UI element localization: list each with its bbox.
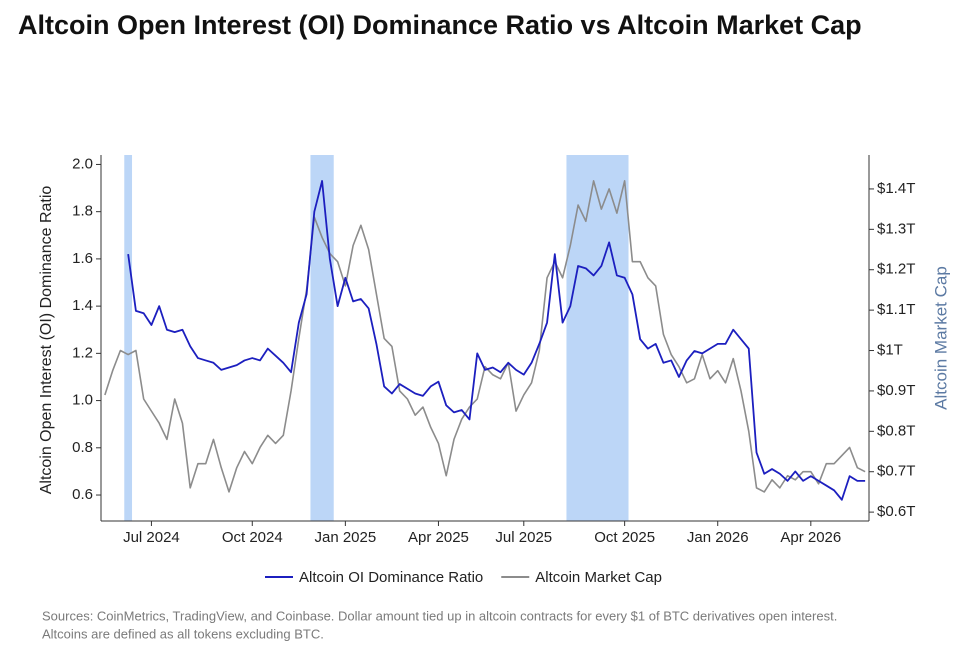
- y2-tick-label: $0.6T: [877, 503, 915, 520]
- highlight-band: [566, 155, 629, 521]
- y-tick-label: 1.0: [72, 392, 93, 409]
- series-line: [127, 180, 866, 501]
- y2-tick-label: $1.3T: [877, 220, 915, 237]
- x-tick-label: Jul 2025: [495, 529, 552, 546]
- series-line: [104, 180, 866, 493]
- y-tick-label: 0.6: [72, 486, 93, 503]
- y-tick-label: 1.8: [72, 203, 93, 220]
- y-tick-label: 2.0: [72, 155, 93, 172]
- chart-title: Altcoin Open Interest (OI) Dominance Rat…: [18, 10, 862, 40]
- legend-label: Altcoin OI Dominance Ratio: [299, 569, 483, 586]
- y-tick-label: 1.4: [72, 297, 93, 314]
- x-tick-label: Jan 2026: [687, 529, 749, 546]
- y2-tick-label: $1.2T: [877, 261, 915, 278]
- y2-tick-label: $0.8T: [877, 422, 915, 439]
- x-tick-label: Apr 2025: [408, 529, 469, 546]
- x-tick-label: Apr 2026: [780, 529, 841, 546]
- y-axis-title: Altcoin Open Interest (OI) Dominance Rat…: [38, 186, 55, 495]
- y2-tick-label: $0.7T: [877, 463, 915, 480]
- title-box: Altcoin Open Interest (OI) Dominance Rat…: [18, 10, 862, 40]
- source-note: Altcoins are defined as all tokens exclu…: [42, 626, 324, 641]
- legend-label: Altcoin Market Cap: [535, 569, 662, 586]
- x-tick-label: Jan 2025: [314, 529, 376, 546]
- y-tick-label: 0.8: [72, 439, 93, 456]
- source-text: Sources: CoinMetrics, TradingView, and C…: [42, 608, 837, 623]
- y2-tick-label: $1.1T: [877, 301, 915, 318]
- x-tick-label: Jul 2024: [123, 529, 180, 546]
- x-tick-label: Oct 2024: [222, 529, 283, 546]
- y-tick-label: 1.2: [72, 344, 93, 361]
- y2-tick-label: $1T: [877, 341, 903, 358]
- y2-tick-label: $0.9T: [877, 382, 915, 399]
- y2-axis-title: Altcoin Market Cap: [931, 266, 950, 410]
- highlight-band: [124, 155, 133, 521]
- x-tick-label: Oct 2025: [594, 529, 655, 546]
- y-tick-label: 1.6: [72, 250, 93, 267]
- y2-tick-label: $1.4T: [877, 180, 915, 197]
